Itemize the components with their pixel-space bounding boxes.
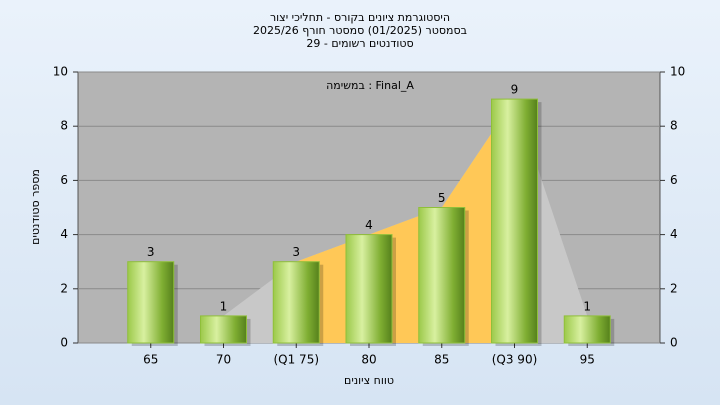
x-tick-label: 70 <box>216 353 231 367</box>
x-tick-label: (Q1 75) <box>273 353 319 367</box>
y2-tick-label: 4 <box>670 227 678 241</box>
y-tick-label: 10 <box>53 65 68 79</box>
value-label: 5 <box>438 191 446 205</box>
value-label: 3 <box>147 245 155 259</box>
value-label: 9 <box>511 83 519 97</box>
x-tick-label: 80 <box>361 353 376 367</box>
annotation: במשימה : Final_A <box>326 79 414 92</box>
y-axis-label: מספר סטודנטים <box>29 169 42 245</box>
x-axis-label: טווח ציונים <box>344 374 394 387</box>
y2-tick-label: 6 <box>670 173 678 187</box>
x-tick-label: 95 <box>580 353 595 367</box>
x-tick-label: (Q3 90) <box>492 353 538 367</box>
y-tick-label: 8 <box>60 119 68 133</box>
bar <box>491 98 538 344</box>
title: סטודנטים רשומים - 29 <box>306 37 413 50</box>
bar <box>418 207 466 344</box>
title: בסמסטר (01/2025) סמסטר חורף 2025/26 <box>253 24 467 37</box>
bar <box>345 234 393 344</box>
y-tick-label: 4 <box>60 227 68 241</box>
y2-tick-label: 10 <box>670 65 685 79</box>
value-label: 1 <box>220 299 228 313</box>
x-tick-label: 65 <box>143 353 158 367</box>
value-label: 1 <box>583 299 591 313</box>
y2-tick-label: 2 <box>670 281 678 295</box>
value-label: 4 <box>365 218 373 232</box>
bar <box>563 315 611 344</box>
title: היסטוגרמת ציונים בקורס - תחליכי יצור <box>270 11 450 24</box>
bar <box>127 261 175 344</box>
x-tick-label: 85 <box>434 353 449 367</box>
bar <box>272 261 320 344</box>
y-tick-label: 2 <box>60 281 68 295</box>
y-tick-label: 6 <box>60 173 68 187</box>
bar <box>200 315 247 344</box>
value-label: 3 <box>292 245 300 259</box>
y-tick-label: 0 <box>60 336 68 350</box>
y2-tick-label: 0 <box>670 336 678 350</box>
y2-tick-label: 8 <box>670 119 678 133</box>
